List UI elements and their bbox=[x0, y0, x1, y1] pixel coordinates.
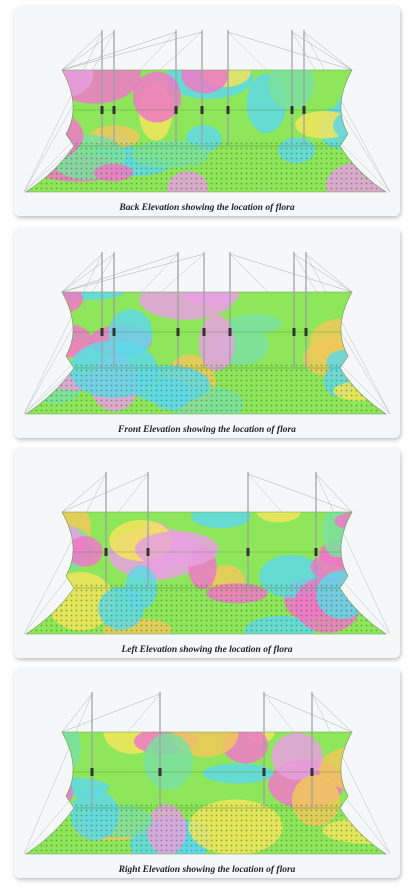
mast-node bbox=[311, 768, 314, 776]
membrane bbox=[14, 279, 400, 422]
mast-node bbox=[203, 328, 206, 336]
mast-node bbox=[105, 548, 108, 556]
mast-node bbox=[315, 548, 318, 556]
mast-node bbox=[101, 328, 104, 336]
mast-node bbox=[113, 106, 116, 114]
mast-node bbox=[113, 328, 116, 336]
mast-node bbox=[175, 106, 178, 114]
mast-node bbox=[229, 328, 232, 336]
caption: Front Elevation showing the location of … bbox=[117, 425, 296, 435]
elevation-panel: Back Elevation showing the location of f… bbox=[0, 6, 414, 216]
figure: Back Elevation showing the location of f… bbox=[0, 0, 414, 891]
mast-node bbox=[147, 548, 150, 556]
mast-node bbox=[263, 768, 266, 776]
caption: Back Elevation showing the location of f… bbox=[118, 203, 294, 213]
mast-node bbox=[91, 768, 94, 776]
elevation-panel: Front Elevation showing the location of … bbox=[14, 228, 400, 438]
mast-node bbox=[159, 768, 162, 776]
mast-node bbox=[303, 106, 306, 114]
mast-node bbox=[293, 328, 296, 336]
mast-node bbox=[247, 548, 250, 556]
elevation-panel: Right Elevation showing the location of … bbox=[10, 668, 414, 878]
mast-node bbox=[201, 106, 204, 114]
flora-zone bbox=[144, 733, 193, 790]
mast-node bbox=[291, 106, 294, 114]
caption: Right Elevation showing the location of … bbox=[118, 865, 296, 875]
mast-node bbox=[101, 106, 104, 114]
mast-node bbox=[227, 106, 230, 114]
flora-zone bbox=[133, 72, 181, 123]
flora-zone bbox=[271, 733, 322, 780]
membrane bbox=[14, 500, 400, 647]
mast-node bbox=[177, 328, 180, 336]
page: {"panels": [ {"caption": "Back Elevation… bbox=[0, 0, 414, 891]
elevation-panel: Left Elevation showing the location of f… bbox=[14, 448, 400, 658]
mast-node bbox=[305, 328, 308, 336]
caption: Left Elevation showing the location of f… bbox=[120, 645, 292, 655]
